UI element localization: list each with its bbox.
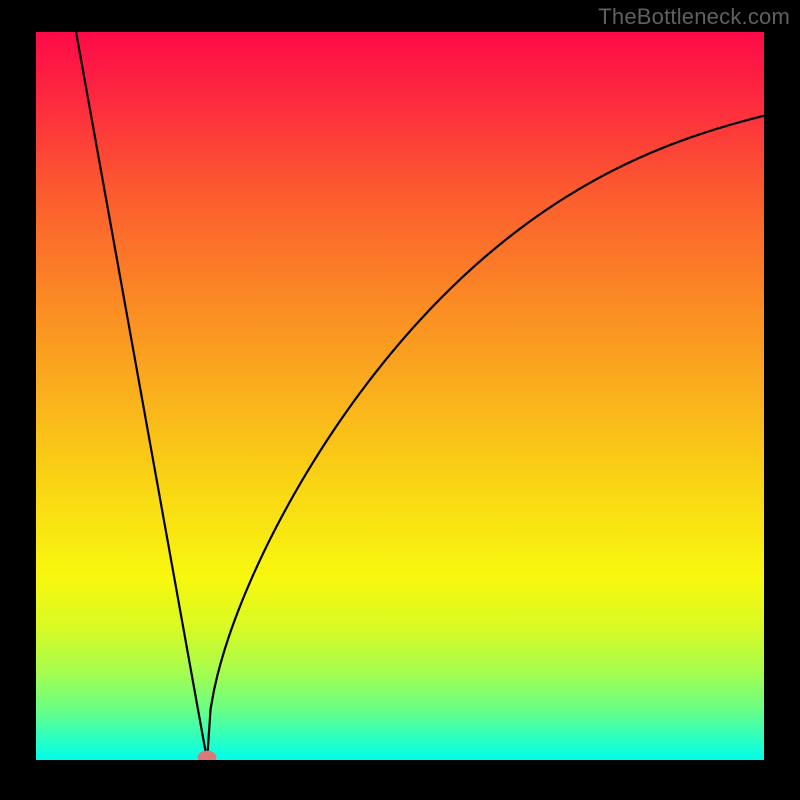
- watermark-text: TheBottleneck.com: [598, 4, 790, 30]
- chart-plot-area: [36, 32, 764, 760]
- chart-background: [36, 32, 764, 760]
